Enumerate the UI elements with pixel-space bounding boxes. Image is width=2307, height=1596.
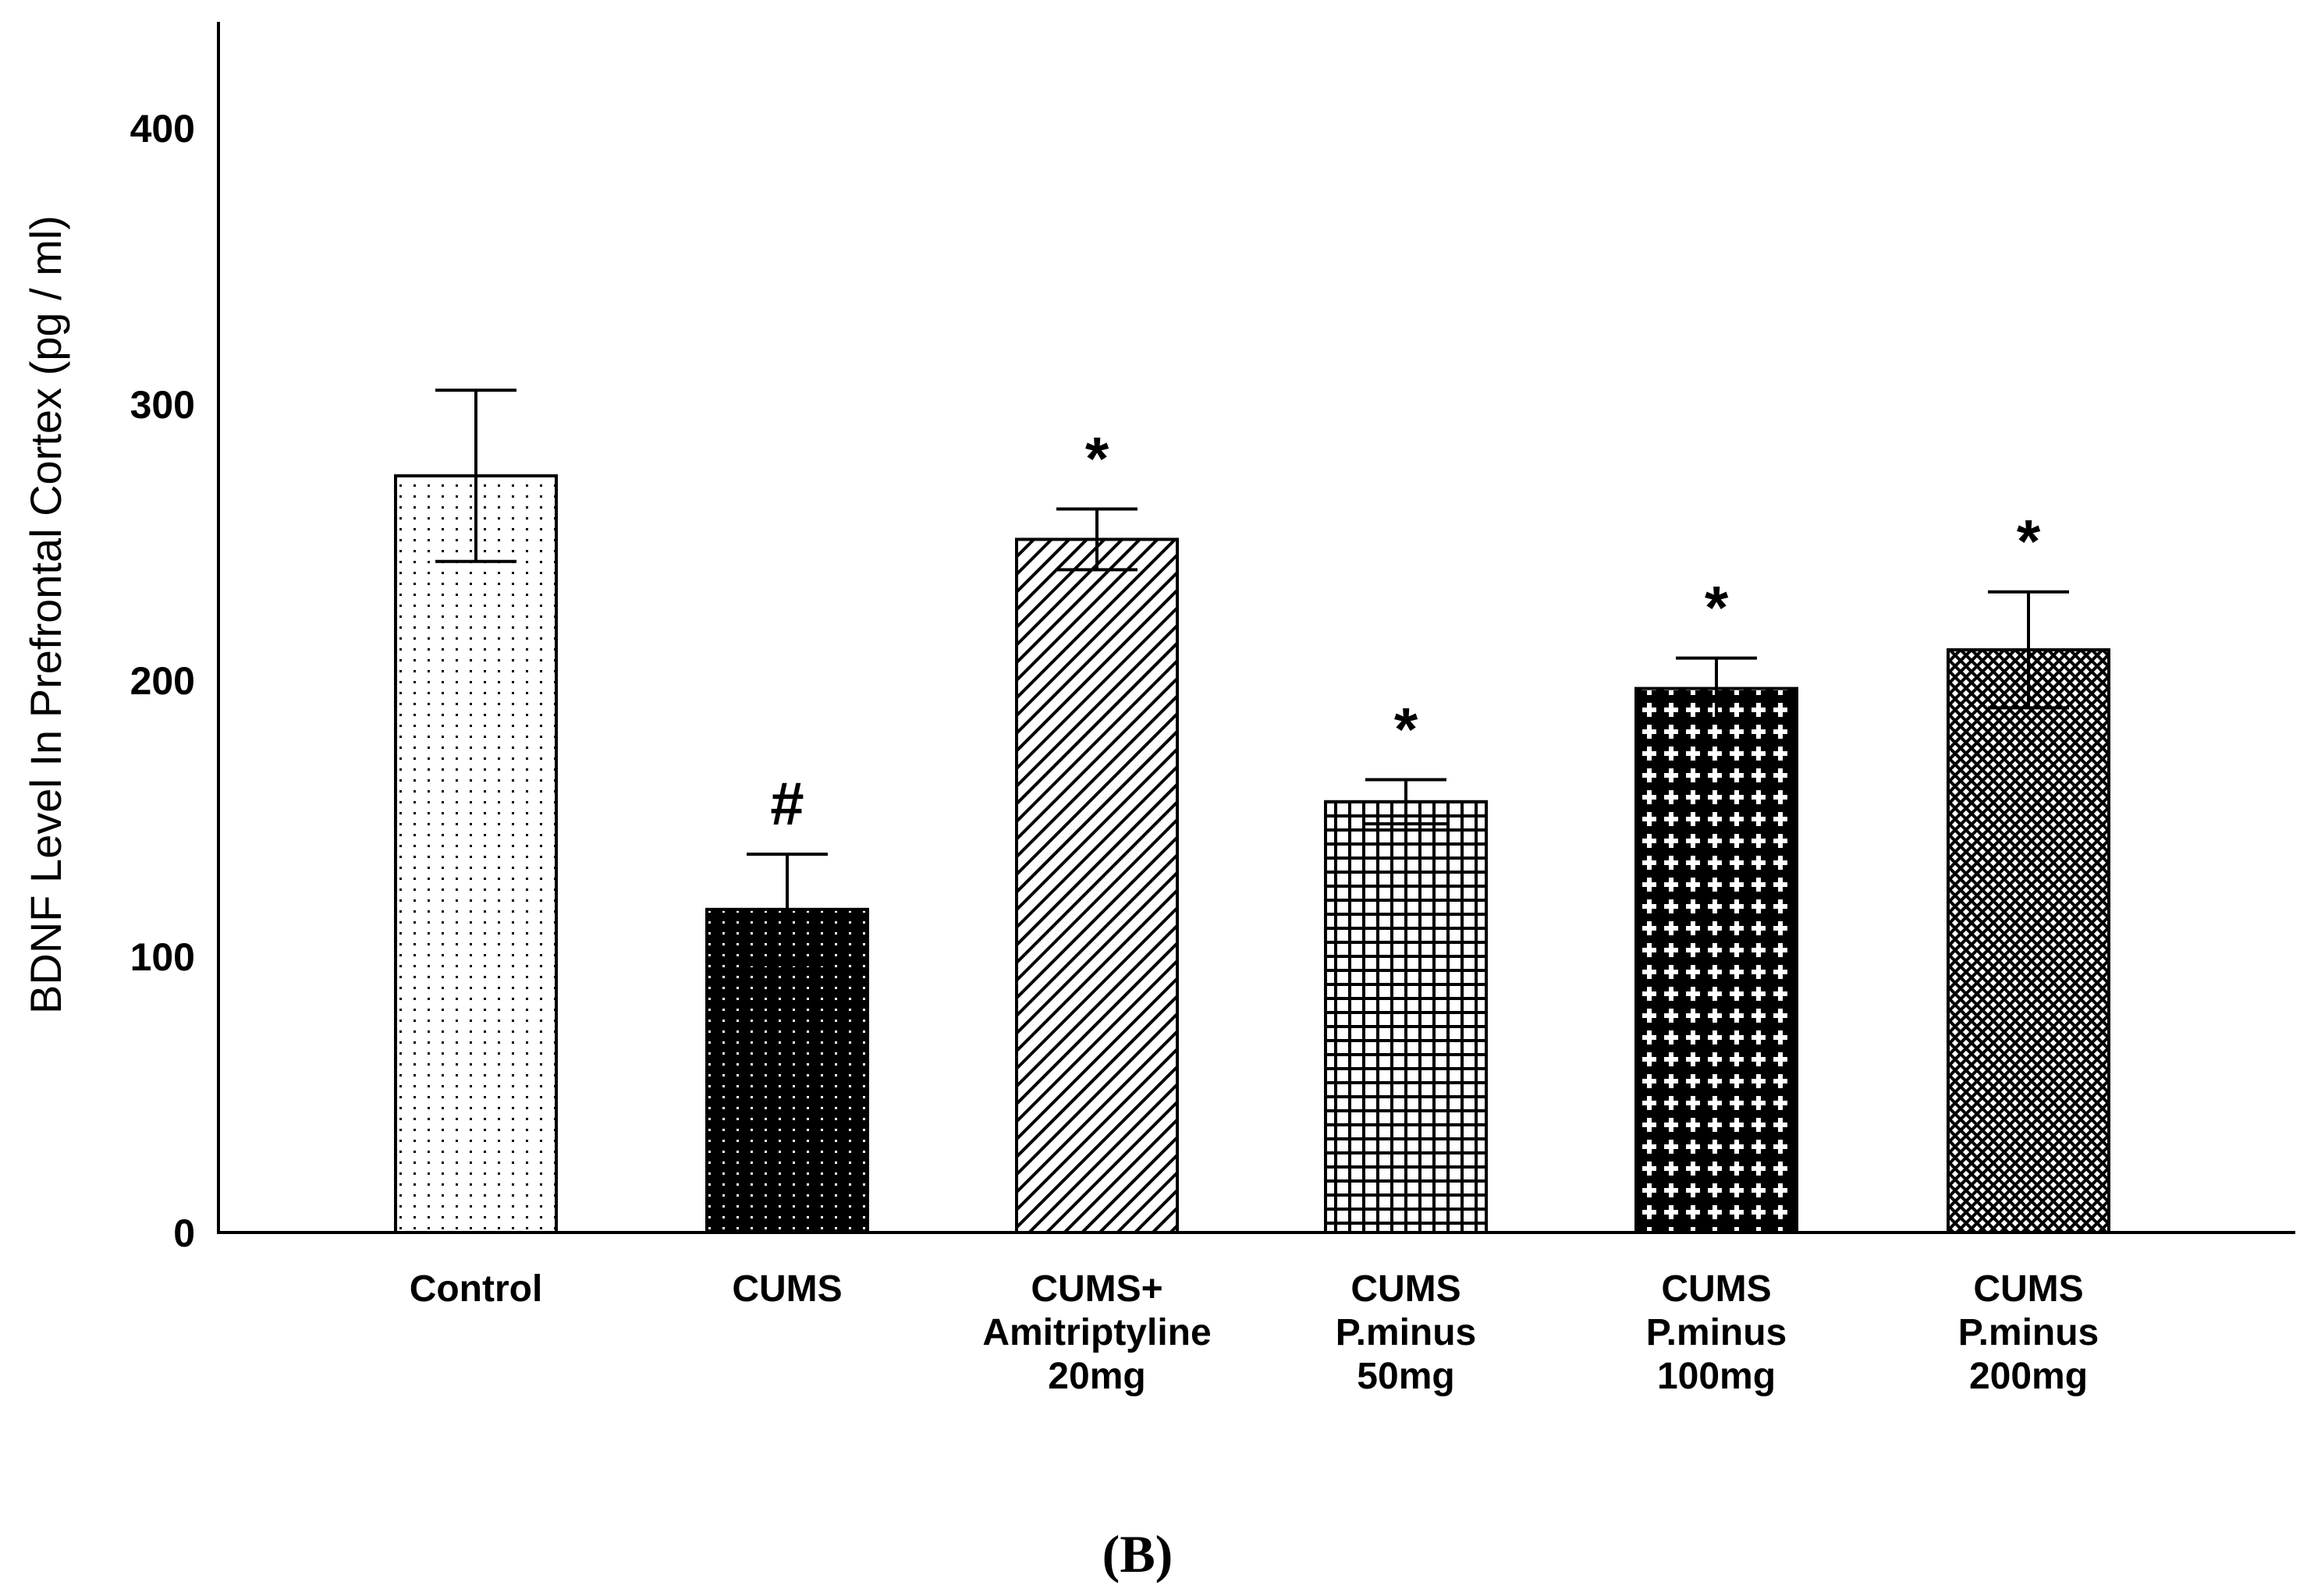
x-category-label: P.minus xyxy=(1336,1312,1477,1353)
x-category-label: 100mg xyxy=(1657,1356,1776,1397)
x-category-label: CUMS xyxy=(1350,1268,1461,1310)
y-tick-label: 300 xyxy=(130,383,195,427)
bar xyxy=(1015,537,1179,1234)
significance-marker: * xyxy=(1085,424,1109,493)
x-category-label: CUMS xyxy=(732,1268,842,1310)
error-bars-group xyxy=(435,388,2069,966)
significance-marker: * xyxy=(2017,507,2041,576)
y-tick-label: 100 xyxy=(130,935,195,979)
bar xyxy=(1324,800,1488,1234)
y-tick-label: 0 xyxy=(173,1211,195,1255)
bar xyxy=(394,474,558,1234)
x-category-label: 50mg xyxy=(1357,1356,1454,1397)
x-category-label: P.minus xyxy=(1646,1312,1787,1353)
panel-label: (B) xyxy=(1102,1524,1173,1584)
bars-group xyxy=(394,474,2110,1234)
significance-marker: * xyxy=(1705,573,1729,642)
x-category-label: 20mg xyxy=(1048,1356,1145,1397)
x-axis-labels: Control CUMS CUMS+Amitriptyline20mgCUMSP.m… xyxy=(410,1268,2099,1397)
bar xyxy=(1634,686,1798,1234)
x-category-label: Amitriptyline xyxy=(982,1312,1211,1353)
significance-marker: # xyxy=(770,769,804,838)
significance-markers: # * * * * xyxy=(770,424,2041,839)
significance-marker: * xyxy=(1394,694,1418,763)
x-category-label: 200mg xyxy=(1969,1356,2088,1397)
x-category-label: Control xyxy=(410,1268,543,1310)
y-axis-ticks: 0 100 200 300 400 xyxy=(130,107,195,1255)
x-category-label: P.minus xyxy=(1958,1312,2099,1353)
y-tick-label: 200 xyxy=(130,659,195,703)
y-tick-label: 400 xyxy=(130,107,195,151)
x-category-label: CUMS xyxy=(1661,1268,1771,1310)
x-category-label: CUMS+ xyxy=(1031,1268,1162,1310)
y-axis-title: BDNF Level In Prefrontal Cortex (pg / ml… xyxy=(21,215,70,1014)
bar xyxy=(1947,648,2110,1234)
x-category-label: CUMS xyxy=(1973,1268,2083,1310)
